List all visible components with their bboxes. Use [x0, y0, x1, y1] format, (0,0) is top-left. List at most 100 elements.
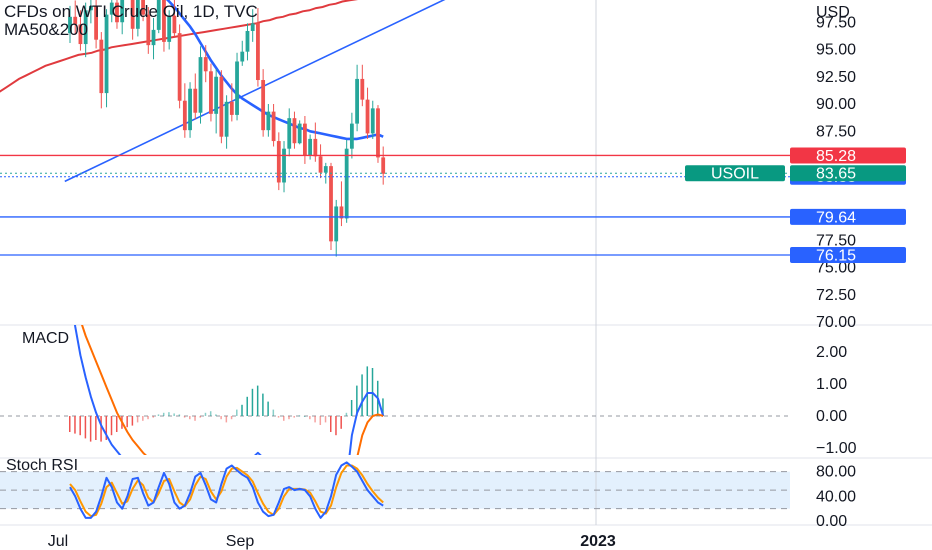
macd-histogram-bar: [136, 416, 139, 423]
time-axis[interactable]: Jul Sep 2023: [48, 533, 616, 550]
grid-lines: [0, 0, 790, 525]
candle-body: [120, 0, 125, 23]
macd-histogram-bar: [183, 416, 186, 418]
macd-histogram-bar: [335, 416, 337, 436]
macd-histogram-bar: [89, 416, 92, 442]
candle-body: [151, 29, 156, 46]
macd-histogram-bar: [230, 416, 233, 420]
price-tag-support: [790, 246, 906, 263]
time-tick-label: Jul: [48, 533, 68, 550]
macd-histogram-bar: [262, 393, 264, 416]
macd-histogram-bar: [283, 416, 285, 421]
candle-body: [334, 206, 339, 242]
macd-histogram-bar: [79, 416, 81, 436]
candle-body: [78, 24, 83, 45]
macd-histogram-bar: [293, 416, 295, 418]
price-tick-label: 87.50: [816, 123, 856, 140]
ma200-line: [0, 0, 359, 93]
price-axis[interactable]: 97.50 95.00 92.50 90.00 87.50 77.50 75.00 72.50…: [685, 14, 906, 530]
time-tick-label: 2023: [580, 533, 616, 550]
price-tag-support: [790, 208, 906, 225]
macd-histogram-bar: [340, 416, 342, 429]
symbol-tag-value-box: [790, 165, 906, 182]
candle-body: [355, 78, 359, 124]
macd-histogram-bar: [204, 412, 207, 416]
macd-histogram-bar: [100, 416, 102, 442]
macd-histogram-bar: [350, 400, 353, 416]
candle-body: [282, 148, 286, 183]
candle-body: [261, 80, 266, 131]
stoch-rsi-title[interactable]: Stoch RSI: [6, 457, 78, 474]
macd-pane: [69, 325, 385, 455]
macd-histogram-bar: [246, 396, 248, 416]
macd-histogram-bar: [115, 416, 118, 432]
currency-label[interactable]: USD: [816, 4, 850, 21]
macd-histogram-bar: [303, 416, 306, 417]
candle-body: [141, 0, 145, 15]
candle-body: [292, 118, 297, 144]
candle-body: [68, 16, 72, 34]
candle-body: [313, 138, 318, 157]
macd-histogram-bar: [84, 416, 87, 439]
candle-body: [349, 123, 354, 149]
candle-body: [172, 15, 177, 34]
candle-body: [276, 141, 281, 183]
macd-histogram-bar: [309, 416, 311, 420]
candle-body: [229, 101, 234, 115]
macd-histogram-bar: [236, 409, 238, 416]
symbol-title[interactable]: CFDs on WTI Crude Oil, 1D, TVC: [4, 2, 258, 21]
macd-histogram-bar: [288, 416, 290, 420]
macd-histogram-bar: [209, 411, 212, 416]
macd-histogram-bar: [126, 416, 128, 428]
candle-body: [308, 138, 313, 156]
candle-body: [146, 14, 151, 46]
macd-histogram-bar: [69, 416, 71, 432]
time-tick-label: Sep: [226, 533, 255, 550]
candle-body: [109, 2, 114, 15]
candle-body: [219, 76, 224, 137]
price-lines: [0, 154, 790, 256]
macd-histogram-bar: [324, 416, 327, 423]
macd-histogram-bar: [178, 414, 181, 416]
price-tag-resistance: [790, 147, 906, 164]
candle-body: [360, 78, 365, 100]
candle-body: [297, 123, 302, 144]
macd-histogram-bar: [361, 374, 363, 416]
price-tick-label: 92.50: [816, 69, 856, 86]
candle-body: [245, 30, 250, 52]
candle-body: [104, 14, 109, 94]
stoch-tick-label: 80.00: [816, 464, 856, 481]
candle-body: [162, 0, 166, 42]
indicator-label[interactable]: MA50&200: [4, 20, 88, 39]
macd-histogram-bar: [345, 412, 348, 416]
candle-body: [156, 0, 161, 30]
macd-histogram-bar: [314, 416, 316, 423]
price-tick-label: 95.00: [816, 42, 856, 59]
moving-average-layer: [0, 0, 384, 141]
macd-histogram-bar: [277, 416, 280, 418]
macd-histogram-bar: [330, 416, 332, 432]
candle-body: [344, 148, 349, 219]
stoch-tick-label: 40.00: [816, 488, 856, 505]
candle-body: [177, 33, 182, 101]
candle-body: [115, 2, 119, 23]
macd-title[interactable]: MACD: [22, 330, 69, 347]
candle-body: [376, 108, 380, 158]
macd-histogram-bar: [168, 412, 170, 416]
candle-body: [224, 101, 229, 137]
trendline-layer: [64, 0, 446, 183]
price-tick-label: 97.50: [816, 14, 856, 31]
stoch-tick-label: 0.00: [816, 513, 847, 530]
candle-body: [339, 206, 344, 219]
ascending-trendline: [64, 0, 446, 183]
macd-histogram-bar: [256, 385, 259, 416]
macd-histogram-bar: [131, 416, 134, 426]
macd-histogram-bar: [267, 401, 269, 416]
candle-body: [381, 157, 386, 174]
macd-histogram-bar: [147, 416, 149, 420]
macd-histogram-bar: [157, 414, 160, 416]
pane-backgrounds: [0, 324, 932, 526]
price-tick-label: 70.00: [816, 314, 856, 331]
macd-histogram-bar: [162, 412, 165, 416]
candle-body: [188, 88, 192, 131]
